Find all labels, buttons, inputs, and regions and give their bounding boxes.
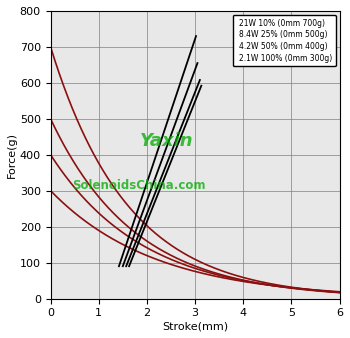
Text: Yaxin: Yaxin xyxy=(140,132,193,150)
Legend: 21W 10% (0mm 700g), 8.4W 25% (0mm 500g), 4.2W 50% (0mm 400g), 2.1W 100% (0mm 300: 21W 10% (0mm 700g), 8.4W 25% (0mm 500g),… xyxy=(232,15,336,67)
Y-axis label: Force(g): Force(g) xyxy=(7,132,17,178)
X-axis label: Stroke(mm): Stroke(mm) xyxy=(162,321,228,331)
Text: SolenoidsChina.com: SolenoidsChina.com xyxy=(72,179,206,192)
